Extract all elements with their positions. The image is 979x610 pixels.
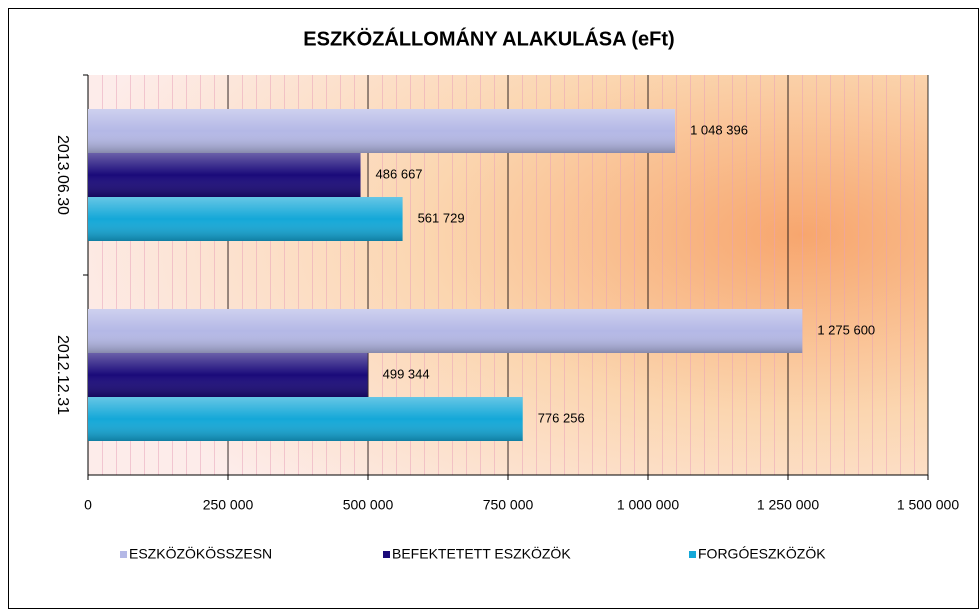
data-label: 499 344 bbox=[383, 366, 430, 381]
legend-label: ESZKÖZÖKÖSSZESN bbox=[129, 545, 272, 562]
x-tick-label: 1 500 000 bbox=[897, 497, 959, 513]
legend-swatch bbox=[120, 551, 127, 558]
bar-shade bbox=[88, 153, 361, 197]
legend-swatch bbox=[383, 551, 390, 558]
x-tick-label: 500 000 bbox=[343, 497, 394, 513]
x-tick-label: 0 bbox=[84, 497, 92, 513]
bar-shade bbox=[88, 353, 368, 397]
x-tick-label: 750 000 bbox=[483, 497, 534, 513]
data-label: 776 256 bbox=[538, 410, 585, 425]
bar-shade bbox=[88, 309, 803, 353]
data-label: 1 048 396 bbox=[690, 122, 748, 137]
chart-title: ESZKÖZÁLLOMÁNY ALAKULÁSA (eFt) bbox=[303, 27, 674, 50]
x-tick-label: 250 000 bbox=[203, 497, 254, 513]
bar-shade bbox=[88, 197, 403, 241]
data-label: 486 667 bbox=[376, 166, 423, 181]
legend-label: BEFEKTETETT ESZKÖZÖK bbox=[392, 545, 571, 562]
bar-shade bbox=[88, 109, 676, 153]
legend-label: FORGÓESZKÖZÖK bbox=[698, 545, 826, 562]
x-tick-label: 1 000 000 bbox=[617, 497, 679, 513]
data-label: 1 275 600 bbox=[817, 322, 875, 337]
y-tick-label: 2013.06.30 bbox=[54, 135, 71, 215]
y-tick-label: 2012.12.31 bbox=[54, 335, 71, 415]
x-tick-label: 1 250 000 bbox=[757, 497, 819, 513]
bar-shade bbox=[88, 397, 523, 441]
data-label: 561 729 bbox=[418, 210, 465, 225]
legend-swatch bbox=[689, 551, 696, 558]
